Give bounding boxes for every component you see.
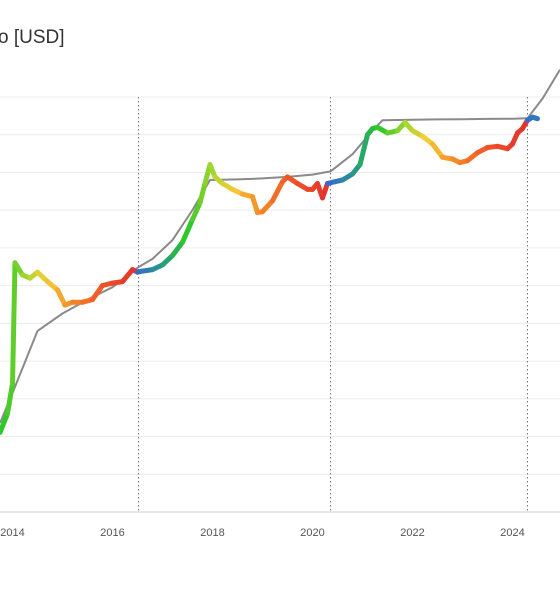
x-tick-label: 2018 <box>200 527 224 539</box>
price-segment <box>180 217 195 245</box>
reference-line <box>0 69 560 424</box>
price-segment <box>250 194 260 216</box>
price-series <box>0 114 540 435</box>
x-tick-label: 2022 <box>400 527 424 539</box>
halving-markers <box>138 97 528 512</box>
x-tick-label: 2016 <box>100 527 124 539</box>
price-segment <box>430 141 445 160</box>
chart-title: o [USD] <box>0 27 65 48</box>
price-segment <box>190 200 203 222</box>
price-segment <box>197 181 208 206</box>
price-segment <box>55 287 68 308</box>
gridlines <box>0 96 560 513</box>
x-tick-label: 2020 <box>300 527 324 539</box>
price-segment <box>270 179 285 204</box>
price-segment <box>90 283 105 303</box>
price-segment <box>0 411 10 435</box>
price-segment <box>5 381 15 417</box>
x-axis-ticks: 2014 2016 2018 2020 2022 2024 <box>0 527 524 539</box>
x-tick-label: 2014 <box>0 527 24 539</box>
price-segment <box>357 132 370 168</box>
price-segment <box>320 181 330 201</box>
price-segment <box>120 267 135 285</box>
reference-series <box>0 69 560 424</box>
x-tick-label: 2024 <box>500 527 524 539</box>
price-segment <box>530 114 540 122</box>
price-segment <box>10 260 18 387</box>
y-axis-label: l <box>0 81 1 95</box>
price-segment <box>170 239 185 258</box>
